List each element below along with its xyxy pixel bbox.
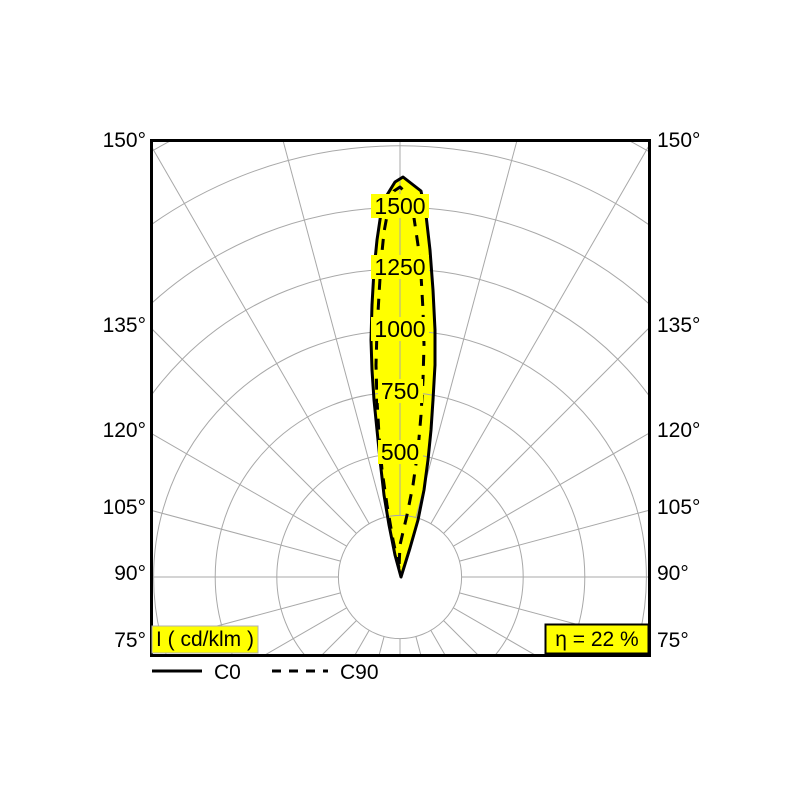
angle-label-left-150: 150° xyxy=(103,129,146,152)
angle-label-left-105: 105° xyxy=(103,496,146,519)
radial-tick-label: 1500 xyxy=(371,193,429,219)
legend-label-c90: C90 xyxy=(340,661,379,684)
grid-spoke xyxy=(460,437,800,561)
angle-label-right-120: 120° xyxy=(657,419,700,442)
grid-spoke xyxy=(453,307,800,546)
radial-tick-label: 1000 xyxy=(371,316,429,342)
beam-lobe-fill xyxy=(371,177,435,577)
grid-spoke xyxy=(0,307,347,546)
legend: C0 C90 xyxy=(152,661,379,684)
angle-label-right-90: 90° xyxy=(657,562,689,585)
radial-tick-label: 1250 xyxy=(371,254,429,280)
angle-label-left-90: 90° xyxy=(114,562,146,585)
angle-label-left-120: 120° xyxy=(103,419,146,442)
tick-1250: 1250 xyxy=(374,254,425,280)
radial-tick-label: 500 xyxy=(378,439,423,465)
grid-spoke xyxy=(431,109,670,523)
tick-1500: 1500 xyxy=(374,193,425,219)
unit-box-label: I ( cd/klm ) xyxy=(156,628,254,651)
angle-labels-left: 150° 135° 120° 105° 90° 75° xyxy=(103,129,146,652)
angle-label-left-135: 135° xyxy=(103,314,146,337)
angle-labels-right: 150° 135° 120° 105° 90° 75° xyxy=(657,129,700,652)
grid-spoke xyxy=(260,55,384,517)
unit-box: I ( cd/klm ) xyxy=(152,626,258,653)
angle-label-right-75: 75° xyxy=(657,629,689,652)
tick-500: 500 xyxy=(381,439,419,465)
efficiency-box-label: η = 22 % xyxy=(555,628,638,651)
grid-spoke xyxy=(0,437,341,561)
grid-spoke xyxy=(416,55,540,517)
grid-spoke xyxy=(130,109,369,523)
angle-label-right-135: 135° xyxy=(657,314,700,337)
grid-spoke xyxy=(416,637,540,801)
angle-label-right-150: 150° xyxy=(657,129,700,152)
grid-spoke xyxy=(18,195,356,533)
legend-label-c0: C0 xyxy=(214,661,241,684)
tick-750: 750 xyxy=(381,378,419,404)
angle-label-right-105: 105° xyxy=(657,496,700,519)
angle-label-left-75: 75° xyxy=(114,629,146,652)
grid-spoke xyxy=(444,195,782,533)
tick-1000: 1000 xyxy=(374,316,425,342)
radial-tick-label: 750 xyxy=(378,378,423,404)
efficiency-box: η = 22 % xyxy=(546,625,649,654)
